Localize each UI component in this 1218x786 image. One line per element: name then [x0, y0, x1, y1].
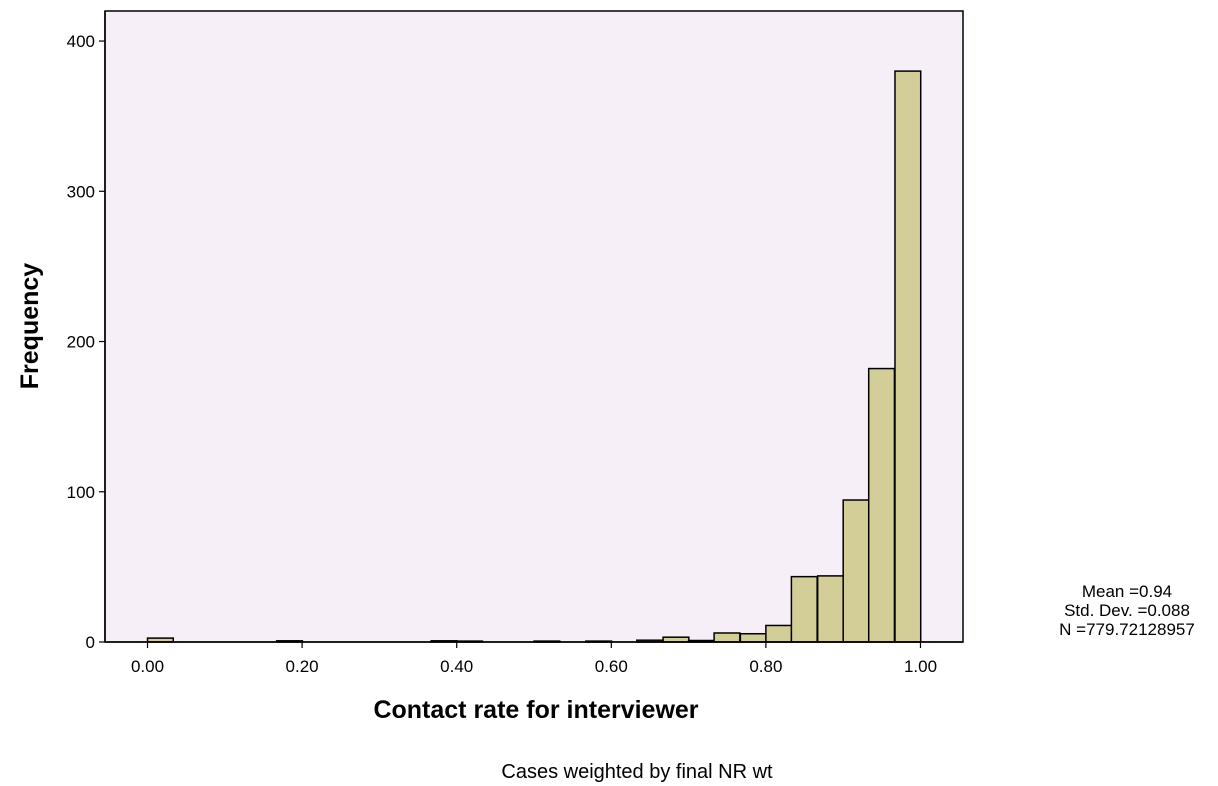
x-axis-title: Contact rate for interviewer: [373, 696, 698, 724]
histogram-bar: [739, 632, 767, 643]
bars-group: [146, 70, 922, 643]
y-tick-label: 200: [67, 333, 95, 352]
x-ticks-group: 0.00 0.20 0.40 0.60 0.80 1.00: [131, 642, 937, 676]
histogram-bar: [765, 624, 793, 643]
stat-std-dev: Std. Dev. =0.088: [1064, 601, 1190, 620]
y-tick-label: 400: [67, 32, 95, 51]
y-tick-label: 300: [67, 182, 95, 201]
x-tick-label: 0.20: [286, 657, 319, 676]
histogram-bar: [713, 632, 741, 643]
histogram-bar: [867, 367, 896, 643]
histogram-bar: [790, 575, 818, 643]
x-tick-label: 0.80: [749, 657, 782, 676]
footnote: Cases weighted by final NR wt: [501, 761, 773, 783]
y-tick-label: 0: [86, 633, 95, 652]
histogram-bar: [842, 499, 870, 643]
y-tick-label: 100: [67, 483, 95, 502]
histogram-bar: [894, 70, 922, 643]
x-tick-label: 0.00: [131, 657, 164, 676]
stat-n: N =779.72128957: [1059, 620, 1195, 639]
histogram-bar: [816, 575, 845, 643]
plot-frame: [104, 10, 964, 643]
x-tick-label: 1.00: [904, 657, 937, 676]
y-axis-title: Frequency: [16, 263, 44, 390]
stat-mean: Mean =0.94: [1082, 582, 1172, 601]
plot-area: [105, 11, 963, 642]
x-tick-label: 0.40: [440, 657, 473, 676]
x-tick-label: 0.60: [595, 657, 628, 676]
y-ticks-group: 0 100 200 300 400: [67, 32, 105, 652]
